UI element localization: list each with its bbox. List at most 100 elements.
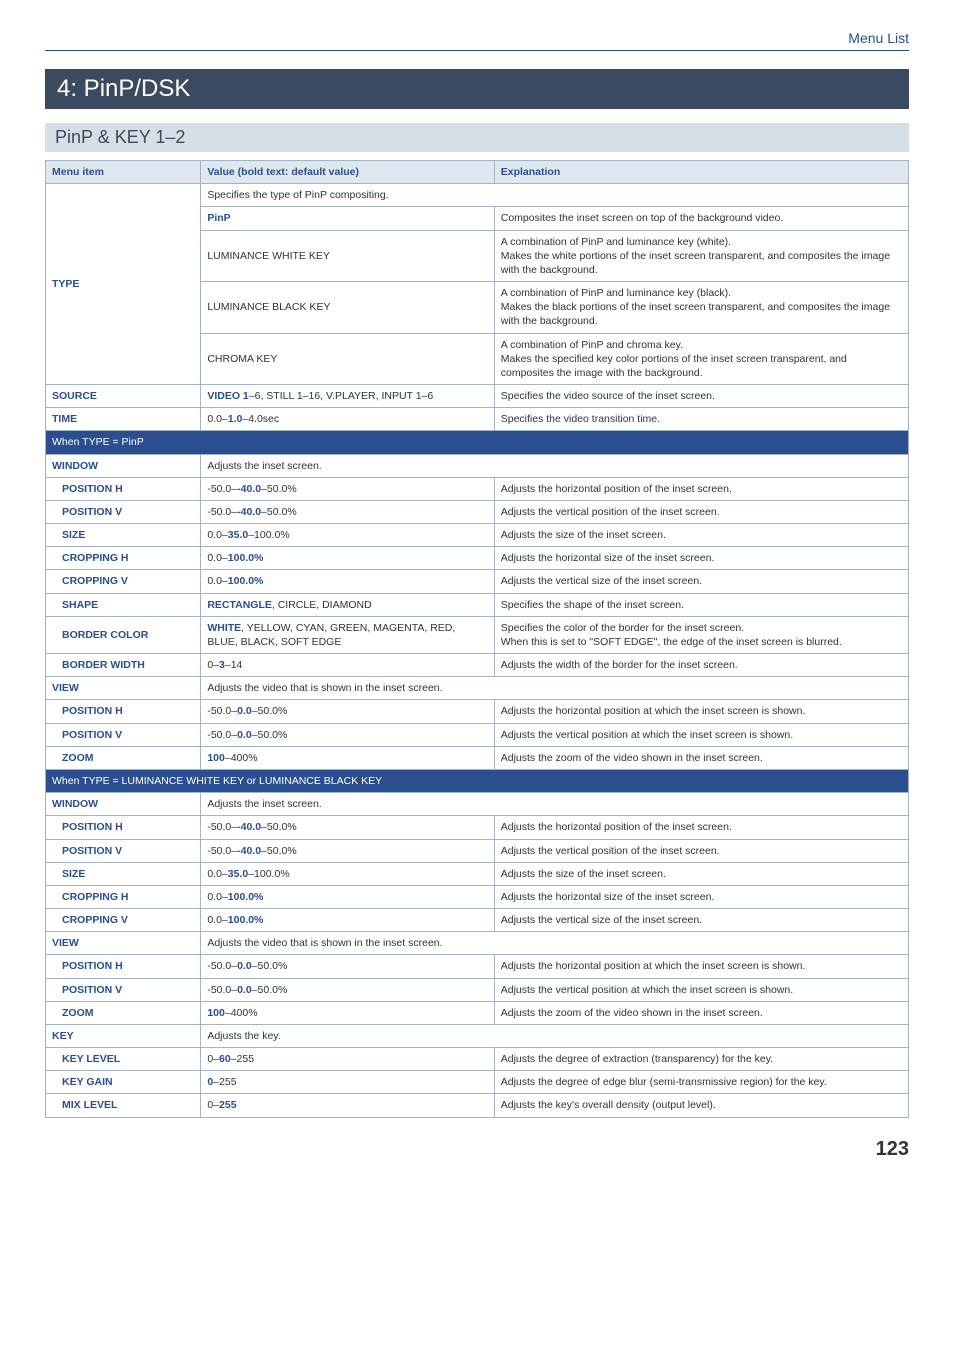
val: -50.0–0.0–50.0%	[201, 955, 494, 978]
sub: ZOOM	[46, 746, 201, 769]
expl: Adjusts the vertical size of the inset s…	[494, 570, 908, 593]
table-row: WINDOW Adjusts the inset screen.	[46, 454, 909, 477]
sub: POSITION V	[46, 723, 201, 746]
val-post: –255	[231, 1053, 254, 1065]
table-header-row: Menu item Value (bold text: default valu…	[46, 161, 909, 184]
expl: Adjusts the horizontal size of the inset…	[494, 547, 908, 570]
expl: Adjusts the horizontal position of the i…	[494, 816, 908, 839]
val-post: –50.0%	[261, 506, 297, 518]
val: 100–400%	[201, 746, 494, 769]
expl: Adjusts the vertical position of the ins…	[494, 839, 908, 862]
table-row: POSITION V-50.0–-40.0–50.0%Adjusts the v…	[46, 500, 909, 523]
table-row: CROPPING V0.0–100.0%Adjusts the vertical…	[46, 909, 909, 932]
val: 0.0–100.0%	[201, 885, 494, 908]
val-rest: –6, STILL 1–16, V.PLAYER, INPUT 1–6	[249, 390, 433, 402]
val-pre: 0.0–	[207, 552, 227, 564]
expl: A combination of PinP and luminance key …	[494, 230, 908, 282]
val-bold: 100.0%	[228, 552, 264, 564]
table-row: TIME 0.0–1.0–4.0sec Specifies the video …	[46, 408, 909, 431]
val-bold: VIDEO 1	[207, 390, 248, 402]
val-post: –4.0sec	[242, 413, 279, 425]
table-row: BORDER WIDTH0–3–14Adjusts the width of t…	[46, 654, 909, 677]
table-row: BORDER COLORWHITE, YELLOW, CYAN, GREEN, …	[46, 616, 909, 653]
chapter-title: 4: PinP/DSK	[45, 69, 909, 109]
val-pre: 0–	[207, 1053, 219, 1065]
table-row: POSITION V-50.0–0.0–50.0%Adjusts the ver…	[46, 978, 909, 1001]
table-row: SOURCE VIDEO 1–6, STILL 1–16, V.PLAYER, …	[46, 385, 909, 408]
expl: Adjusts the horizontal size of the inset…	[494, 885, 908, 908]
section-title: PinP & KEY 1–2	[45, 123, 909, 152]
view-label: VIEW	[46, 932, 201, 955]
val-bold: 35.0	[228, 868, 248, 880]
val: RECTANGLE, CIRCLE, DIAMOND	[201, 593, 494, 616]
sub: SIZE	[46, 862, 201, 885]
expl: Adjusts the key's overall density (outpu…	[494, 1094, 908, 1117]
col-value: Value (bold text: default value)	[201, 161, 494, 184]
sub: POSITION H	[46, 700, 201, 723]
header-rule	[45, 50, 909, 51]
val-pre: 0.0–	[207, 413, 227, 425]
val: 0.0–1.0–4.0sec	[201, 408, 494, 431]
key-label: KEY	[46, 1024, 201, 1047]
val: -50.0–-40.0–50.0%	[201, 477, 494, 500]
val: 0–255	[201, 1094, 494, 1117]
val-bold: 60	[219, 1053, 231, 1065]
val-pre: -50.0–	[207, 483, 237, 495]
val-post: –50.0%	[261, 483, 297, 495]
window-label: WINDOW	[46, 793, 201, 816]
sub: CROPPING V	[46, 909, 201, 932]
window-intro: Adjusts the inset screen.	[201, 454, 909, 477]
val-bold: WHITE	[207, 622, 241, 634]
val-bold: 100	[207, 752, 225, 764]
val-bold: 100	[207, 1007, 225, 1019]
table-row: POSITION H-50.0–0.0–50.0%Adjusts the hor…	[46, 955, 909, 978]
val: LUMINANCE WHITE KEY	[201, 230, 494, 282]
val: 0.0–100.0%	[201, 547, 494, 570]
sub: CROPPING V	[46, 570, 201, 593]
sub: POSITION H	[46, 477, 201, 500]
table-row: SIZE0.0–35.0–100.0%Adjusts the size of t…	[46, 524, 909, 547]
group-row: When TYPE = PinP	[46, 431, 909, 454]
key-intro: Adjusts the key.	[201, 1024, 909, 1047]
table-row: POSITION H-50.0–-40.0–50.0%Adjusts the h…	[46, 816, 909, 839]
expl: Adjusts the vertical position at which t…	[494, 978, 908, 1001]
val-post: –14	[225, 659, 243, 671]
val: 0–60–255	[201, 1048, 494, 1071]
group-row: When TYPE = LUMINANCE WHITE KEY or LUMIN…	[46, 769, 909, 792]
val: -50.0–0.0–50.0%	[201, 978, 494, 1001]
val-pre: 0.0–	[207, 868, 227, 880]
val-pre: 0.0–	[207, 529, 227, 541]
expl: Adjusts the horizontal position of the i…	[494, 477, 908, 500]
expl: Specifies the video source of the inset …	[494, 385, 908, 408]
val-pre: -50.0–	[207, 984, 237, 996]
val: CHROMA KEY	[201, 333, 494, 385]
val: -50.0–-40.0–50.0%	[201, 839, 494, 862]
val-pre: 0–	[207, 1099, 219, 1111]
val: LUMINANCE BLACK KEY	[201, 282, 494, 334]
val-bold: 35.0	[228, 529, 248, 541]
table-row: POSITION V-50.0–-40.0–50.0%Adjusts the v…	[46, 839, 909, 862]
val-bold: 255	[219, 1099, 237, 1111]
view-intro: Adjusts the video that is shown in the i…	[201, 932, 909, 955]
table-row: CROPPING V0.0–100.0%Adjusts the vertical…	[46, 570, 909, 593]
expl: Specifies the color of the border for th…	[494, 616, 908, 653]
sub: KEY LEVEL	[46, 1048, 201, 1071]
table-row: VIEW Adjusts the video that is shown in …	[46, 677, 909, 700]
val-pre: -50.0–	[207, 960, 237, 972]
table-row: KEY GAIN0–255Adjusts the degree of edge …	[46, 1071, 909, 1094]
val-post: –50.0%	[252, 960, 288, 972]
val-pre: -50.0–	[207, 821, 237, 833]
val: 0.0–35.0–100.0%	[201, 862, 494, 885]
val-pre: -50.0–	[207, 729, 237, 741]
expl: Specifies the shape of the inset screen.	[494, 593, 908, 616]
page-number: 123	[45, 1138, 909, 1161]
val-post: –50.0%	[252, 705, 288, 717]
sub: POSITION V	[46, 978, 201, 1001]
expl: Adjusts the degree of edge blur (semi-tr…	[494, 1071, 908, 1094]
val: 0.0–35.0–100.0%	[201, 524, 494, 547]
settings-table: Menu item Value (bold text: default valu…	[45, 160, 909, 1118]
val-bold: 1.0	[228, 413, 243, 425]
sub: CROPPING H	[46, 547, 201, 570]
val: VIDEO 1–6, STILL 1–16, V.PLAYER, INPUT 1…	[201, 385, 494, 408]
sub: ZOOM	[46, 1001, 201, 1024]
